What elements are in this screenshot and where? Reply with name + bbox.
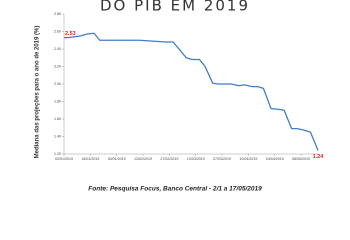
y-tick-label: 2.60 <box>54 29 61 33</box>
x-tick-label: 10/04/2019 <box>239 157 257 161</box>
y-axis-label: Mediana das projeções para o ano de 2019… <box>35 26 41 159</box>
y-tick-label: 2.80 <box>54 12 61 16</box>
x-tick-label: 27/03/2019 <box>213 157 231 161</box>
data-label: 2.53 <box>65 31 76 37</box>
data-label: 1.24 <box>313 154 325 160</box>
source-note: Fonte: Pesquisa Focus, Banco Central - 2… <box>88 186 262 193</box>
data-line <box>64 32 319 151</box>
y-tick-label: 1.80 <box>54 99 61 103</box>
x-tick-label: 13/02/2019 <box>134 157 152 161</box>
y-tick-label: 2.20 <box>54 64 61 68</box>
x-tick-label: 16/01/2019 <box>81 157 99 161</box>
y-tick-label: 2.40 <box>54 47 61 51</box>
y-tick-label: 1.20 <box>54 152 61 156</box>
chart-title: DO PIB EM 2019 <box>100 0 250 15</box>
x-tick-label: 08/05/2019 <box>292 157 310 161</box>
x-tick-label: 27/02/2019 <box>160 157 178 161</box>
y-tick-label: 1.60 <box>54 117 61 121</box>
x-tick-label: 30/01/2019 <box>108 157 126 161</box>
x-tick-label: 02/01/2019 <box>55 157 73 161</box>
y-tick-label: 2.00 <box>54 82 61 86</box>
x-tick-label: 24/04/2019 <box>266 157 284 161</box>
y-tick-label: 1.40 <box>54 134 61 138</box>
x-tick-label: 13/03/2019 <box>187 157 205 161</box>
chart: DO PIB EM 2019 Mediana das projeções par… <box>35 0 325 193</box>
